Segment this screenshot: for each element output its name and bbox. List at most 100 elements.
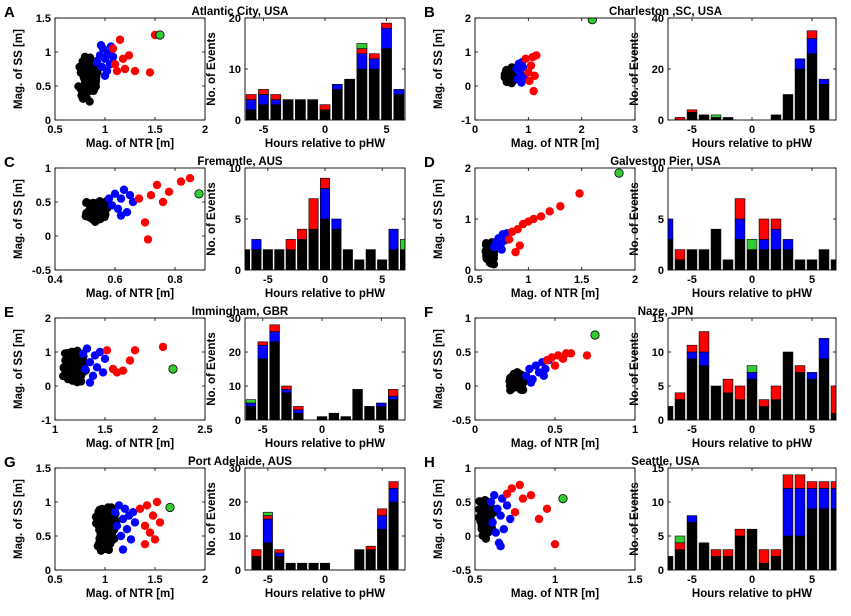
scatter-point-blue — [502, 501, 512, 510]
site-title: Seattle, USA — [631, 456, 699, 468]
scatter-plot: 0.5 1 1.5 -0.5 0 0.5 1 Mag. of NTR [m] Mag. of S… — [433, 463, 643, 600]
bar-segment-black — [806, 508, 818, 570]
y-axis-label: Mag. of SS [m] — [433, 329, 445, 409]
x-tick-label: 2 — [202, 124, 208, 136]
y-tick-label: 0 — [465, 81, 471, 93]
y-tick-label: 0.5 — [456, 497, 471, 509]
bar-segment-red — [734, 198, 746, 220]
bar-segment-black — [251, 556, 262, 570]
scatter-point-blue — [122, 525, 132, 534]
bar-segment-black — [308, 562, 319, 570]
bar-segment-black — [758, 249, 770, 270]
x-tick-label: 3 — [632, 124, 638, 136]
bar-chart: -5 0 5 0 10 20 30 Hours relative to pHW No. of E… — [206, 313, 406, 450]
y-tick-label: 1 — [465, 313, 471, 325]
bar-segment-blue — [393, 89, 405, 95]
x-tick-label: 1.5 — [97, 424, 112, 436]
x-tick-label: 0 — [322, 274, 328, 286]
bar-segment-green — [245, 399, 257, 404]
scatter-point-blue — [506, 514, 515, 524]
bar-segment-black — [674, 549, 686, 570]
scatter-point-red — [525, 76, 534, 86]
y-tick-label: 15 — [652, 313, 664, 325]
bar-segment-red — [356, 48, 368, 54]
bar-segment-black — [381, 48, 392, 120]
y-tick-label: 0 — [235, 115, 241, 127]
site-title: Galveston Pier, USA — [610, 156, 721, 168]
bar-frame — [667, 167, 837, 271]
bar-segment-blue — [830, 488, 836, 510]
panel-d: D Galveston Pier, USA 0.5 1 1.5 2 0 1 2 Mag. of N… — [424, 154, 837, 300]
bar-frame — [667, 467, 837, 571]
scatter-point-red — [521, 54, 530, 63]
scatter-point-red — [526, 491, 536, 500]
scatter-point-red — [158, 197, 168, 207]
x-tick-label: -5 — [687, 574, 697, 586]
bar-segment-black — [830, 412, 836, 420]
scatter-point-blue — [110, 189, 120, 199]
scatter-frame — [474, 167, 636, 271]
x-axis-label: Hours relative to pHW — [692, 588, 812, 600]
scatter-point-red — [582, 351, 592, 360]
bar-segment-red — [674, 249, 686, 261]
scatter-point-red — [515, 480, 524, 490]
bar-segment-red — [698, 331, 710, 353]
y-tick-label: 0.5 — [36, 81, 51, 93]
bar-segment-black — [269, 341, 280, 420]
bar-segment-black — [262, 249, 273, 270]
bar-stacks — [245, 324, 399, 420]
y-tick-label: 0 — [465, 531, 471, 543]
bar-segment-black — [770, 399, 782, 420]
bar-segment-blue — [257, 344, 268, 360]
bar-frame — [244, 467, 406, 571]
scatter-point-red — [152, 497, 162, 507]
y-tick-label: 0 — [45, 231, 51, 243]
bar-segment-blue — [245, 402, 257, 407]
bar-segment-red — [281, 385, 292, 390]
bar-segment-black — [270, 104, 282, 120]
x-tick-label: 0 — [322, 124, 328, 136]
bar-segment-blue — [320, 188, 330, 220]
scatter-points — [500, 18, 597, 96]
scatter-point-black — [68, 376, 77, 385]
bar-segment-black — [400, 249, 405, 270]
bar-segment-black — [782, 535, 794, 570]
scatter-point-red — [529, 86, 538, 96]
panel-h: H Seattle, USA 0.5 1 1.5 -0.5 0 0.5 1 Mag. of NTR… — [424, 454, 837, 600]
scatter-point-red — [545, 207, 554, 216]
y-tick-label: 10 — [229, 531, 241, 543]
bar-segment-black — [830, 508, 836, 570]
bar-segment-black — [388, 501, 399, 570]
y-tick-label: 20 — [229, 347, 241, 359]
bar-segment-black — [746, 528, 758, 570]
scatter-plot: 0.4 0.6 0.8 -0.5 0 0.5 1 Mag. of NTR [m] Mag. of… — [13, 163, 206, 300]
scatter-point-black — [97, 517, 106, 527]
bar-segment-blue — [376, 402, 387, 407]
scatter-point-black — [73, 358, 82, 367]
bar-segment-red — [806, 481, 818, 489]
x-axis-label: Mag. of NTR [m] — [511, 288, 599, 300]
site-title: Port Adelaide, AUS — [188, 456, 292, 468]
y-axis-label: Mag. of SS [m] — [13, 329, 25, 409]
x-tick-label: 2 — [202, 574, 208, 586]
bar-segment-black — [734, 399, 746, 420]
bar-chart: -5 0 5 0 5 10 15 Hours relative to pHW No. of Ev… — [629, 313, 837, 450]
bar-segment-blue — [806, 372, 818, 380]
bar-segment-black — [344, 78, 355, 120]
scatter-point-red — [118, 366, 128, 375]
scatter-point-blue — [104, 194, 114, 203]
scatter-point-green — [590, 330, 600, 340]
bar-segment-red — [734, 528, 746, 537]
bar-segment-black — [393, 94, 405, 120]
bar-segment-black — [285, 249, 296, 270]
scatter-point-black — [478, 515, 487, 525]
x-axis-label: Mag. of NTR [m] — [86, 438, 174, 450]
bar-segment-blue — [388, 228, 399, 250]
bar-stacks — [668, 474, 836, 570]
y-tick-label: 1 — [465, 214, 471, 226]
y-tick-label: 2 — [45, 313, 51, 325]
bar-segment-black — [297, 239, 308, 270]
y-tick-label: 20 — [229, 13, 241, 25]
